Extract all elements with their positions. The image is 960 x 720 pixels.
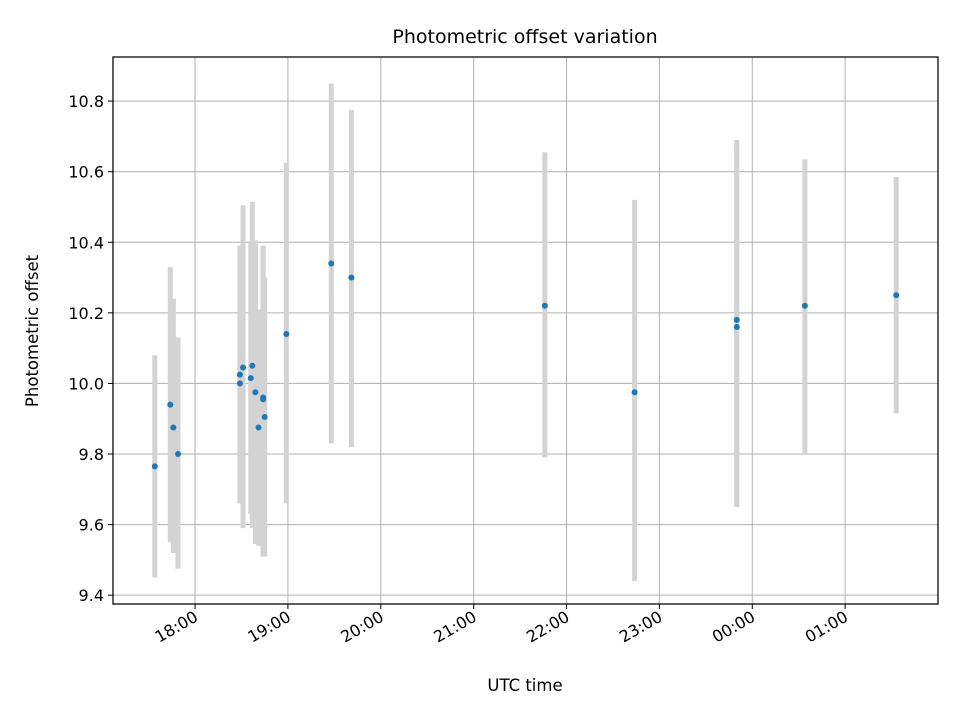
data-point [248,375,254,381]
data-point [237,380,243,386]
y-tick-label: 10.4 [68,233,104,252]
data-point [542,303,548,309]
data-point [255,425,261,431]
data-point [734,317,740,323]
data-point [237,372,243,378]
data-point [348,275,354,281]
data-point [167,402,173,408]
data-point [734,324,740,330]
y-tick-label: 10.0 [68,374,104,393]
y-tick-label: 9.6 [79,516,104,535]
data-point [240,365,246,371]
x-axis-label: UTC time [487,676,562,695]
chart-title: Photometric offset variation [392,26,657,48]
y-tick-label: 9.8 [79,445,104,464]
y-tick-label: 10.8 [68,92,104,111]
data-point [283,331,289,337]
y-axis-label: Photometric offset [23,254,42,407]
data-point [632,389,638,395]
data-point [893,292,899,298]
data-point [252,389,258,395]
data-point [260,396,266,402]
data-point [152,463,158,469]
data-point [249,363,255,369]
data-point [802,303,808,309]
y-tick-label: 10.6 [68,163,104,182]
data-point [262,414,268,420]
data-point [175,451,181,457]
y-tick-label: 9.4 [79,586,104,605]
y-tick-label: 10.2 [68,304,104,323]
data-point [170,425,176,431]
data-point [328,260,334,266]
